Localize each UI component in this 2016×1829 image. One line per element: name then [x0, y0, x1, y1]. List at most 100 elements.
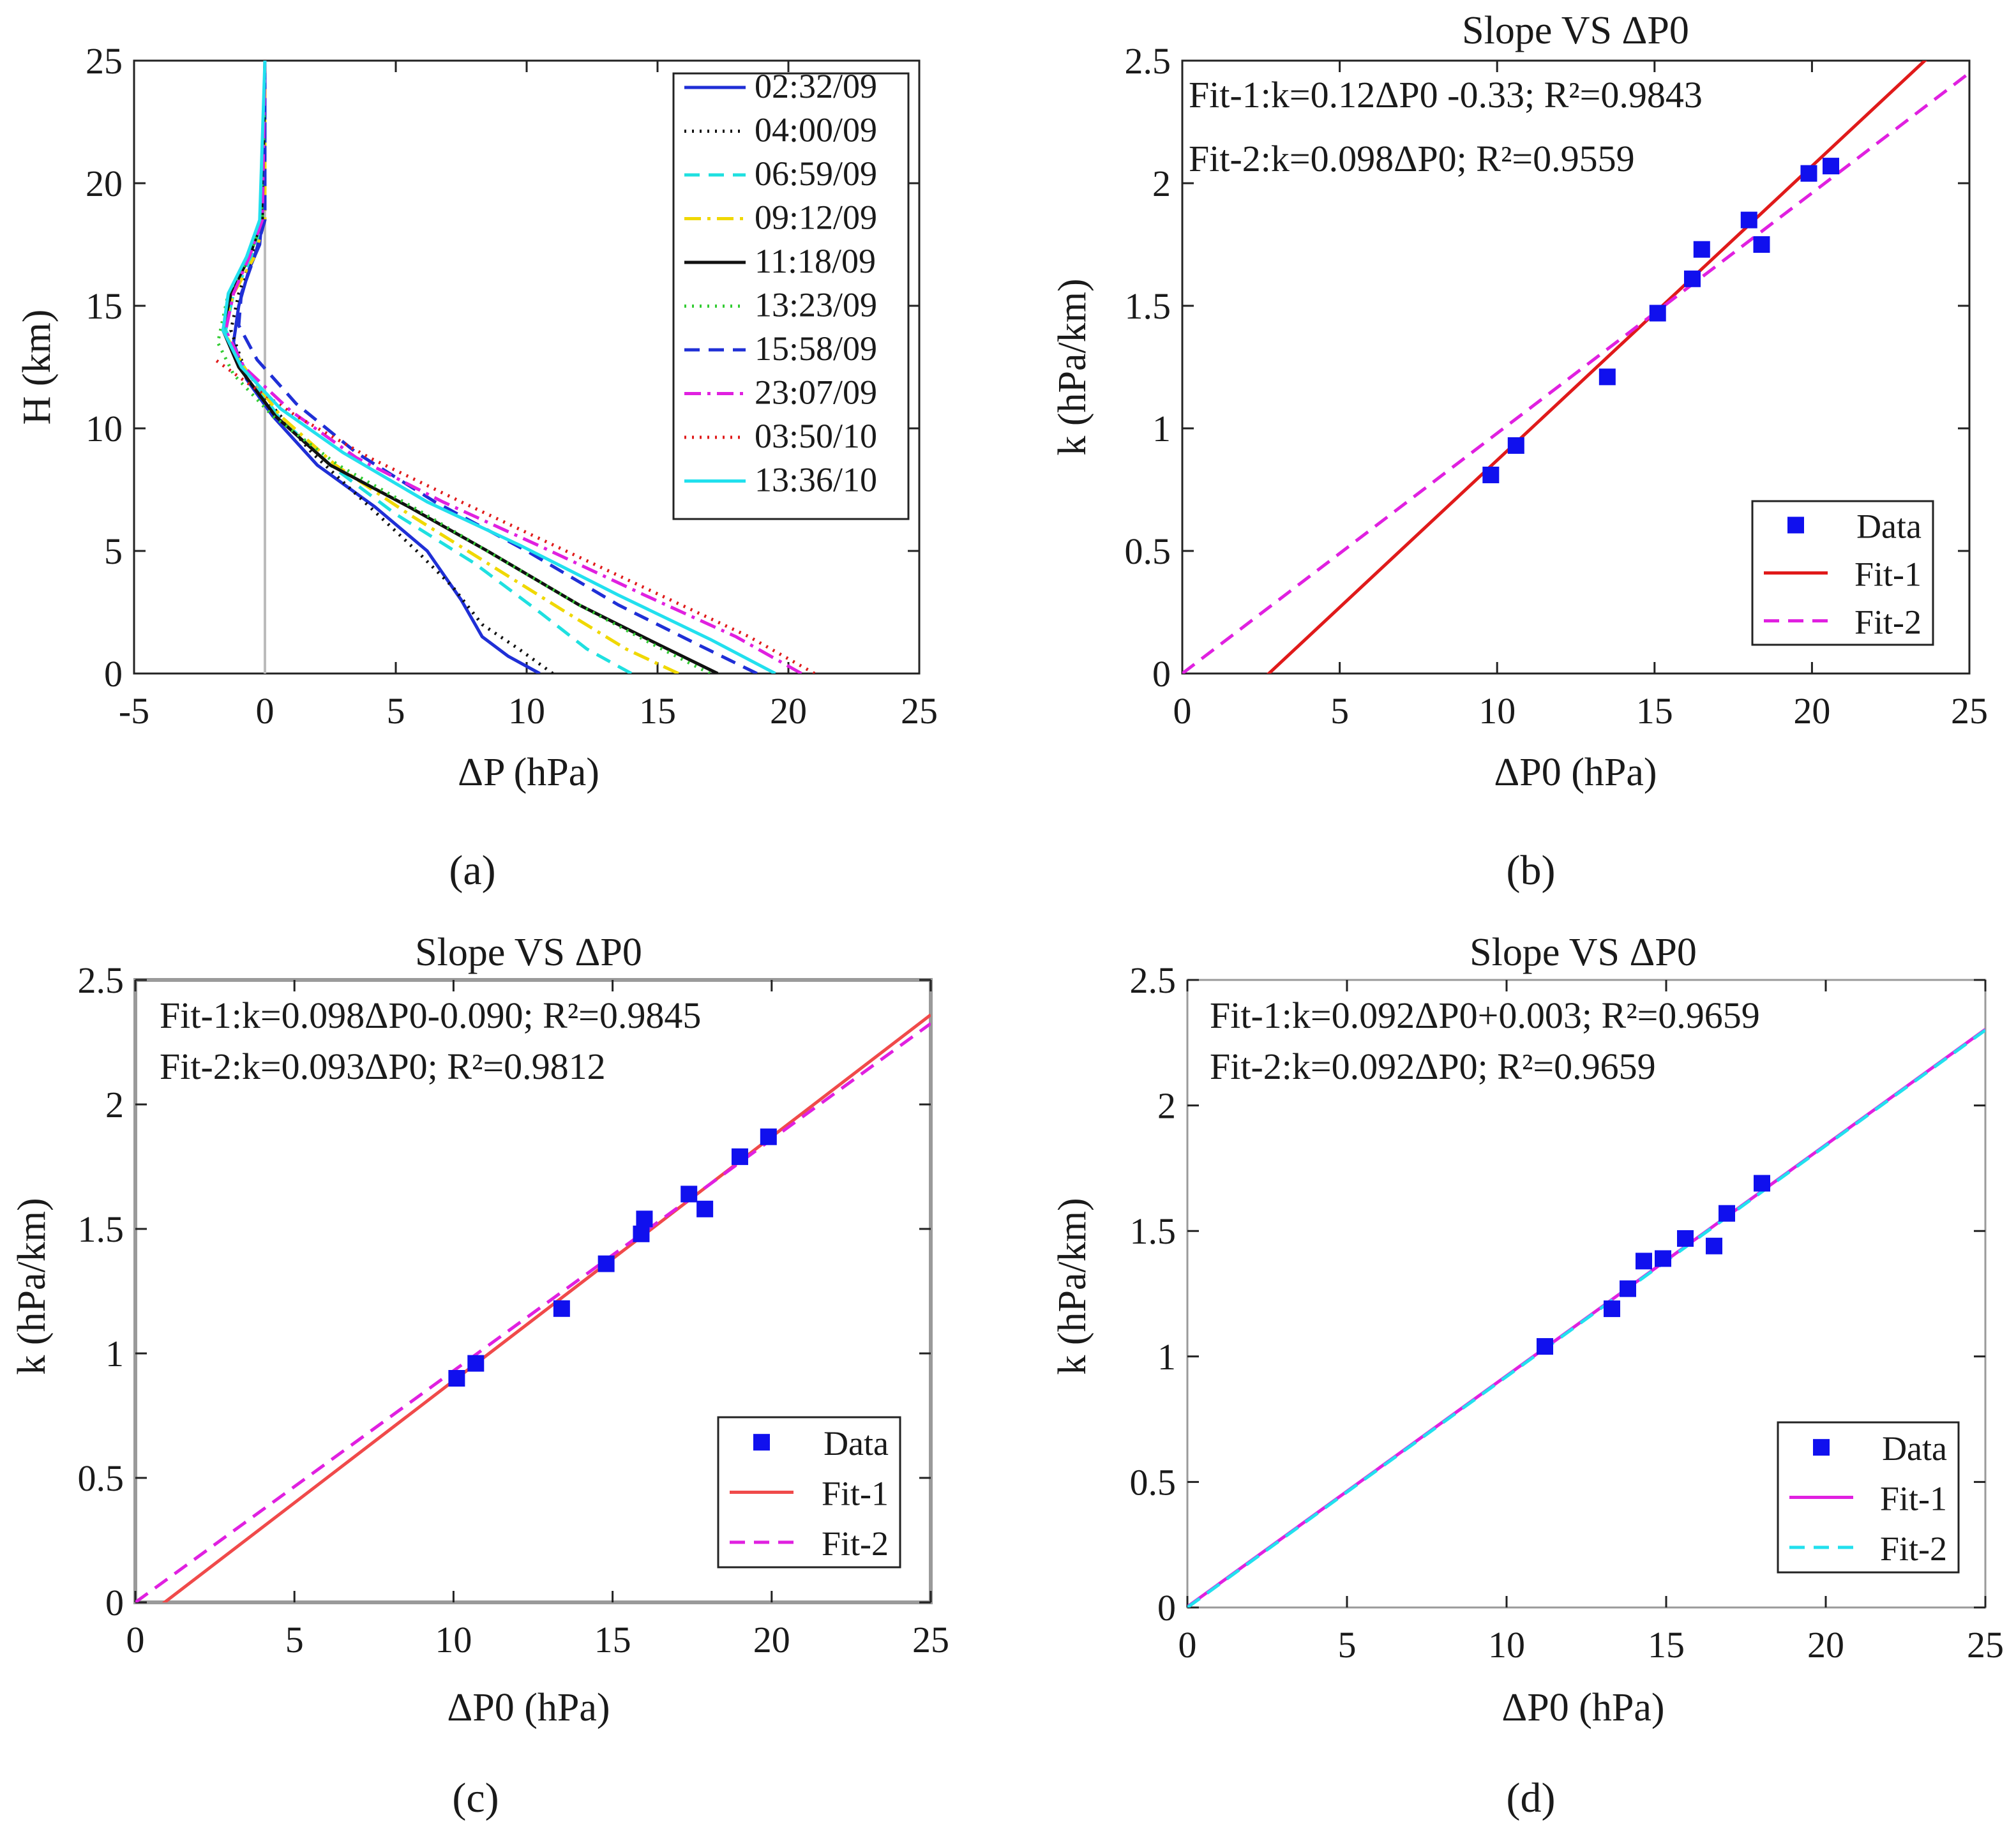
- panel-b-ytick-label-2: 1: [1152, 408, 1171, 449]
- panel-a-ylabel: H (km): [15, 310, 59, 425]
- panel-b-data-point-3: [1649, 305, 1666, 322]
- panel-d-xlabel: ΔP0 (hPa): [1501, 1686, 1664, 1729]
- legend-a-label-6: 15:58/09: [755, 329, 877, 368]
- panel-c-data-point-0: [448, 1370, 465, 1387]
- panel-c-plot-area: [135, 1013, 931, 1602]
- panel-b-title: Slope VS ΔP0: [1462, 9, 1689, 52]
- panel-c-xtick-label-2: 10: [435, 1619, 472, 1660]
- panel-d-frame: [1186, 979, 1987, 1609]
- panel-b: 0 5 10 15 20 25 0 0.5 1 1.5 2 2.5 Slope VS ΔP0 Fit-…: [1051, 9, 1988, 894]
- panel-a-ytick-label-0: 0: [104, 653, 123, 695]
- panel-d-legend-entries: Data Fit-1 Fit-2: [1789, 1429, 1947, 1568]
- panel-b-data-point-4: [1683, 270, 1701, 287]
- panel-b-xtick-label-3: 15: [1636, 690, 1673, 732]
- panel-a-legend-box: [672, 72, 910, 520]
- panel-d-data-point-1: [1604, 1300, 1620, 1318]
- series-line-04-00-09: [229, 61, 554, 674]
- panel-d-annotation-1: Fit-1:k=0.092ΔP0+0.003; R²=0.9659: [1210, 995, 1760, 1036]
- panel-a-legend: 02:32/09 04:00/09 06:59/09 09:12/09 11:18/09…: [672, 67, 910, 520]
- panel-a-legend-entries: 02:32/09 04:00/09 06:59/09 09:12/09 11:18/09…: [684, 67, 877, 499]
- panel-b-data-point-0: [1482, 466, 1500, 483]
- panel-b-data-point-1: [1507, 437, 1524, 454]
- panel-d-xtick-label-4: 20: [1807, 1624, 1844, 1666]
- panel-d-legend: Data Fit-1 Fit-2: [1777, 1421, 1960, 1574]
- panel-c-data-point-3: [598, 1255, 615, 1272]
- panel-c-xlabel: ΔP0 (hPa): [447, 1686, 610, 1729]
- series-line-09-12-09: [221, 61, 679, 674]
- panel-b-data-point-2: [1599, 368, 1616, 386]
- panel-c-title: Slope VS ΔP0: [415, 931, 642, 974]
- legend-a-label-7: 23:07/09: [755, 373, 877, 412]
- legend-a-label-1: 04:00/09: [755, 111, 877, 149]
- panel-c-data-point-5: [636, 1210, 653, 1228]
- panel-b-data-point-7: [1753, 236, 1770, 253]
- panel-d-data-point-5: [1677, 1230, 1694, 1247]
- series-line-11-18-09: [221, 61, 719, 674]
- panel-b-xtick-label-5: 25: [1951, 690, 1988, 732]
- panel-b-ytick-label-0: 0: [1152, 653, 1171, 695]
- panel-c-ytick-label-0: 0: [105, 1582, 124, 1623]
- series-line-15-58-09: [237, 61, 758, 674]
- panel-a-xtick-label-4: 15: [639, 690, 676, 732]
- panel-d-data-point-6: [1706, 1237, 1722, 1254]
- panel-b-frame: [1181, 59, 1971, 675]
- panel-a-xtick-label-0: -5: [119, 690, 149, 732]
- panel-c-ytick-label-3: 1.5: [78, 1208, 124, 1250]
- panel-c-legend: Data Fit-1 Fit-2: [717, 1416, 901, 1569]
- panel-d-ylabel: k (hPa/km): [1051, 1198, 1094, 1374]
- panel-d-annotation-2: Fit-2:k=0.092ΔP0; R²=0.9659: [1210, 1046, 1656, 1087]
- legend-c-label-0: Data: [824, 1424, 889, 1463]
- panel-d-axes: 0 5 10 15 20 25 0 0.5 1 1.5 2 2.5: [1130, 960, 2005, 1666]
- series-line-13-23-09: [216, 61, 711, 674]
- panel-b-data-point-8: [1800, 165, 1817, 182]
- panel-d-xtick-label-5: 25: [1967, 1624, 2004, 1666]
- panel-c: 0 5 10 15 20 25 0 0.5 1 1.5 2 2.5 Slope VS ΔP0 Fit-…: [10, 931, 949, 1821]
- panel-b-ytick-label-4: 2: [1152, 163, 1171, 204]
- panel-b-axes: 0 5 10 15 20 25 0 0.5 1 1.5 2 2.5: [1125, 40, 1989, 732]
- legend-b-label-0: Data: [1856, 508, 1922, 546]
- panel-b-caption: (b): [1507, 847, 1556, 894]
- panel-d-xtick-label-1: 5: [1338, 1624, 1357, 1666]
- panel-d-ytick-label-4: 2: [1157, 1085, 1176, 1127]
- panel-b-annotation-1: Fit-1:k=0.12ΔP0 -0.33; R²=0.9843: [1189, 74, 1703, 116]
- panel-b-data-point-9: [1822, 158, 1839, 175]
- panel-c-data-point-2: [553, 1300, 570, 1317]
- panel-d-data-point-0: [1537, 1338, 1553, 1355]
- panel-c-ytick-label-2: 1: [105, 1333, 124, 1374]
- panel-c-annotation-2: Fit-2:k=0.093ΔP0; R²=0.9812: [160, 1046, 606, 1087]
- panel-a-ytick-label-1: 5: [104, 531, 123, 572]
- panel-d-plot-area: [1187, 1028, 1985, 1607]
- panel-c-data-point-8: [731, 1148, 748, 1165]
- panel-d-ytick-label-3: 1.5: [1130, 1210, 1177, 1252]
- panel-a-plot-area: [214, 61, 816, 674]
- panel-d: 0 5 10 15 20 25 0 0.5 1 1.5 2 2.5 Slope VS ΔP0 Fit-…: [1051, 931, 2004, 1821]
- panel-d-xtick-label-3: 15: [1648, 1624, 1685, 1666]
- panel-c-caption: (c): [452, 1775, 499, 1821]
- legend-c-label-1: Fit-1: [822, 1475, 889, 1513]
- panel-a-ytick-label-4: 20: [86, 163, 123, 204]
- panel-a-xtick-label-3: 10: [508, 690, 545, 732]
- legend-c-label-2: Fit-2: [822, 1524, 889, 1563]
- legend-d-swatch-data: [1813, 1439, 1830, 1456]
- panel-d-data-point-2: [1620, 1280, 1636, 1297]
- panel-c-xtick-label-5: 25: [912, 1619, 949, 1660]
- panel-c-data-point-4: [633, 1225, 650, 1242]
- panel-b-xtick-label-2: 10: [1478, 690, 1516, 732]
- panel-b-legend-entries: Data Fit-1 Fit-2: [1764, 508, 1922, 642]
- panel-b-legend: Data Fit-1 Fit-2: [1751, 500, 1934, 646]
- panel-c-data-point-7: [696, 1200, 714, 1217]
- panel-b-fit-line-1: [1266, 61, 1927, 674]
- panel-c-axes: 0 5 10 15 20 25 0 0.5 1 1.5 2 2.5: [78, 960, 950, 1660]
- panel-b-xlabel: ΔP0 (hPa): [1494, 751, 1657, 794]
- legend-a-label-8: 03:50/10: [755, 417, 877, 455]
- panel-d-ytick-label-2: 1: [1157, 1336, 1176, 1378]
- panel-a-xtick-label-6: 25: [901, 690, 938, 732]
- panel-d-data-point-4: [1655, 1250, 1671, 1267]
- panel-a-ytick-label-2: 10: [86, 408, 123, 449]
- panel-c-ytick-label-1: 0.5: [78, 1457, 124, 1499]
- legend-c-swatch-data: [753, 1434, 770, 1451]
- panel-a-xtick-label-2: 5: [387, 690, 405, 732]
- panel-d-data-point-8: [1754, 1175, 1770, 1192]
